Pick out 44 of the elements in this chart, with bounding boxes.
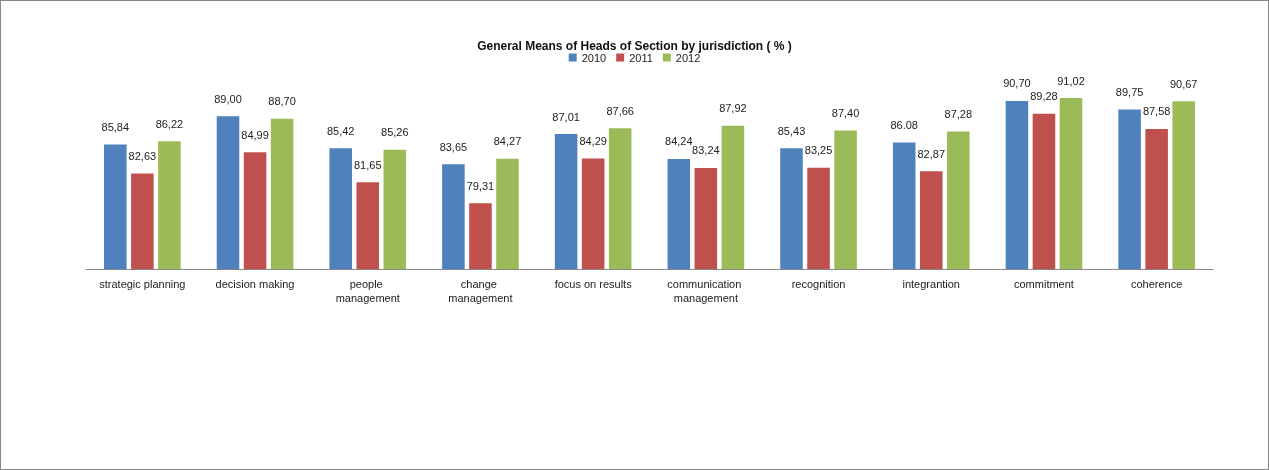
data-label: 84,24	[665, 135, 693, 148]
data-label: 88,70	[268, 95, 296, 108]
data-label: 81,65	[353, 158, 382, 171]
data-label: 87,28	[944, 108, 973, 121]
data-label: 82,87	[917, 147, 946, 160]
data-label: 83,65	[439, 140, 468, 153]
data-label: 87,58	[1142, 105, 1171, 118]
x-tick-label: change management	[448, 278, 513, 304]
x-tick-label: communication management	[667, 278, 745, 304]
data-label: 79,31	[466, 179, 495, 192]
data-label: 85,26	[381, 126, 409, 139]
data-label: 86,22	[155, 117, 184, 130]
data-label: 89,75	[1115, 85, 1144, 98]
data-label: 91,02	[1057, 74, 1085, 87]
x-tick-label: coherence	[1130, 278, 1183, 290]
legend-label: 2011	[629, 51, 653, 64]
data-label: 90,67	[1169, 77, 1198, 90]
data-label: 87,92	[719, 102, 747, 115]
data-label: 86.08	[890, 118, 918, 131]
data-label: 87,01	[552, 110, 580, 123]
data-label: 87,66	[606, 104, 634, 117]
data-label: 83,24	[692, 144, 720, 157]
data-label: 85,84	[101, 121, 130, 134]
x-tick-label: strategic planning	[99, 278, 186, 290]
data-label: 85,42	[326, 124, 355, 137]
legend-label: 2012	[675, 51, 701, 64]
data-label: 87,40	[831, 107, 860, 120]
x-tick-label: commitment	[1014, 278, 1074, 290]
x-tick-label: focus on results	[554, 278, 633, 290]
data-label: 85,43	[777, 124, 806, 137]
x-tick-label: decision making	[215, 278, 295, 290]
data-label: 83,25	[804, 144, 833, 157]
x-tick-label: people management	[335, 278, 400, 304]
data-label: 82,63	[128, 149, 157, 162]
data-label: 89,28	[1030, 90, 1058, 103]
chart-title: General Means of Heads of Section by jurisdiction ( % )	[477, 39, 792, 53]
data-label: 84,99	[241, 128, 269, 141]
data-label: 84,29	[579, 135, 607, 148]
data-label: 84,27	[493, 135, 522, 148]
x-tick-label: recognition	[791, 278, 846, 290]
data-label: 90,70	[1003, 77, 1031, 90]
x-tick-label: integrantion	[902, 278, 960, 290]
data-label: 89,00	[214, 92, 242, 105]
legend-label: 2010	[581, 51, 607, 64]
